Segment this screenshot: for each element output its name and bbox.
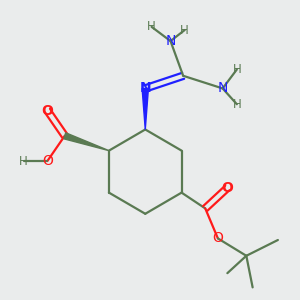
Text: O: O — [212, 231, 223, 245]
Text: O: O — [221, 181, 233, 195]
Text: H: H — [147, 20, 156, 33]
Text: N: N — [165, 34, 176, 48]
Text: H: H — [232, 63, 241, 76]
Text: O: O — [42, 154, 53, 168]
Polygon shape — [64, 133, 109, 151]
Text: H: H — [232, 98, 241, 111]
Text: H: H — [180, 23, 189, 37]
Text: O: O — [41, 103, 53, 118]
Text: N: N — [218, 81, 228, 95]
Polygon shape — [142, 88, 148, 130]
Text: H: H — [19, 154, 28, 168]
Text: N: N — [140, 81, 151, 95]
